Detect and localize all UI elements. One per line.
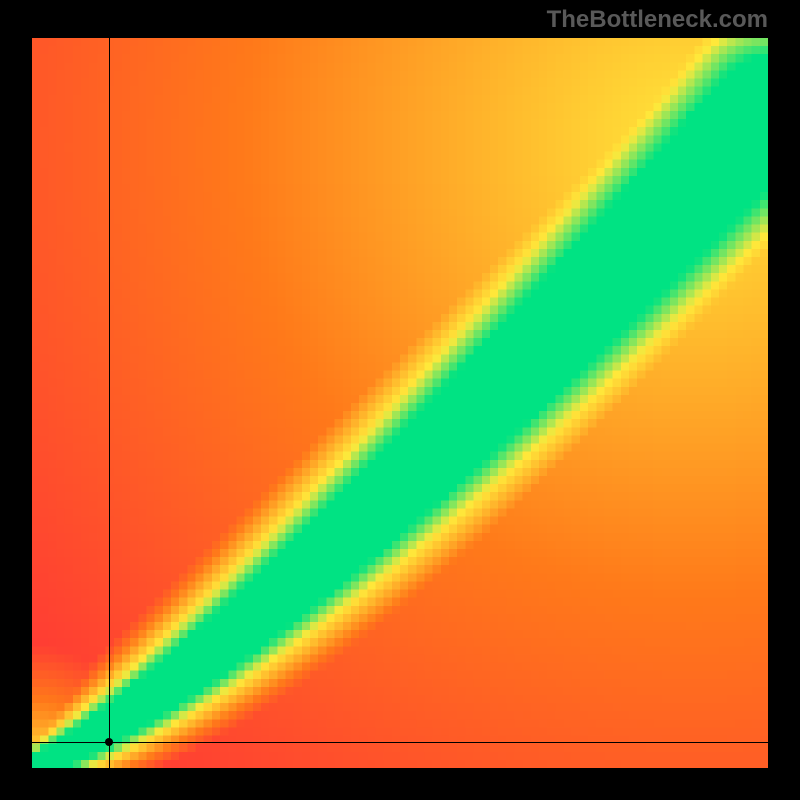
horizontal-crosshair-line: [32, 742, 768, 743]
bottleneck-heatmap: [32, 38, 768, 768]
chart-container: { "watermark": { "text": "TheBottleneck.…: [0, 0, 800, 800]
vertical-crosshair-line: [109, 38, 110, 768]
watermark-text: TheBottleneck.com: [547, 6, 768, 34]
